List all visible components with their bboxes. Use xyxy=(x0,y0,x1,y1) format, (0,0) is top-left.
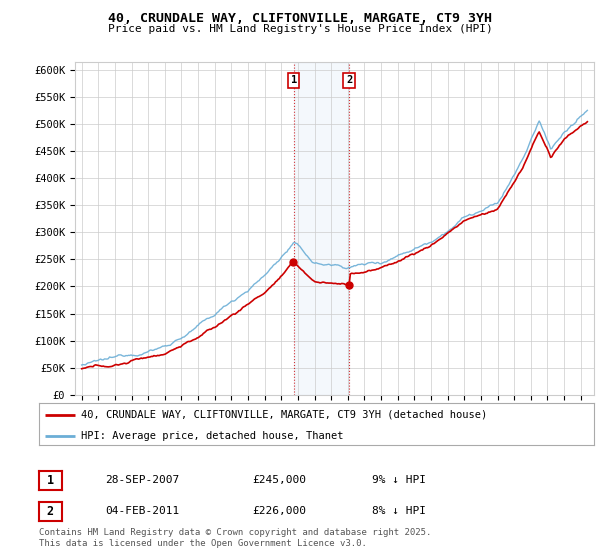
Text: 8% ↓ HPI: 8% ↓ HPI xyxy=(372,506,426,516)
Bar xyxy=(294,62,349,395)
Text: HPI: Average price, detached house, Thanet: HPI: Average price, detached house, Than… xyxy=(80,431,343,441)
Text: 40, CRUNDALE WAY, CLIFTONVILLE, MARGATE, CT9 3YH (detached house): 40, CRUNDALE WAY, CLIFTONVILLE, MARGATE,… xyxy=(80,409,487,419)
Text: Contains HM Land Registry data © Crown copyright and database right 2025.
This d: Contains HM Land Registry data © Crown c… xyxy=(39,528,431,548)
Text: £226,000: £226,000 xyxy=(252,506,306,516)
Text: 2: 2 xyxy=(47,505,54,518)
Text: 2: 2 xyxy=(346,75,352,85)
Text: 28-SEP-2007: 28-SEP-2007 xyxy=(105,475,179,486)
Text: 40, CRUNDALE WAY, CLIFTONVILLE, MARGATE, CT9 3YH: 40, CRUNDALE WAY, CLIFTONVILLE, MARGATE,… xyxy=(108,12,492,25)
Text: 1: 1 xyxy=(47,474,54,487)
Text: 1: 1 xyxy=(290,75,297,85)
Text: 9% ↓ HPI: 9% ↓ HPI xyxy=(372,475,426,486)
Text: Price paid vs. HM Land Registry's House Price Index (HPI): Price paid vs. HM Land Registry's House … xyxy=(107,24,493,34)
Text: 04-FEB-2011: 04-FEB-2011 xyxy=(105,506,179,516)
Text: £245,000: £245,000 xyxy=(252,475,306,486)
